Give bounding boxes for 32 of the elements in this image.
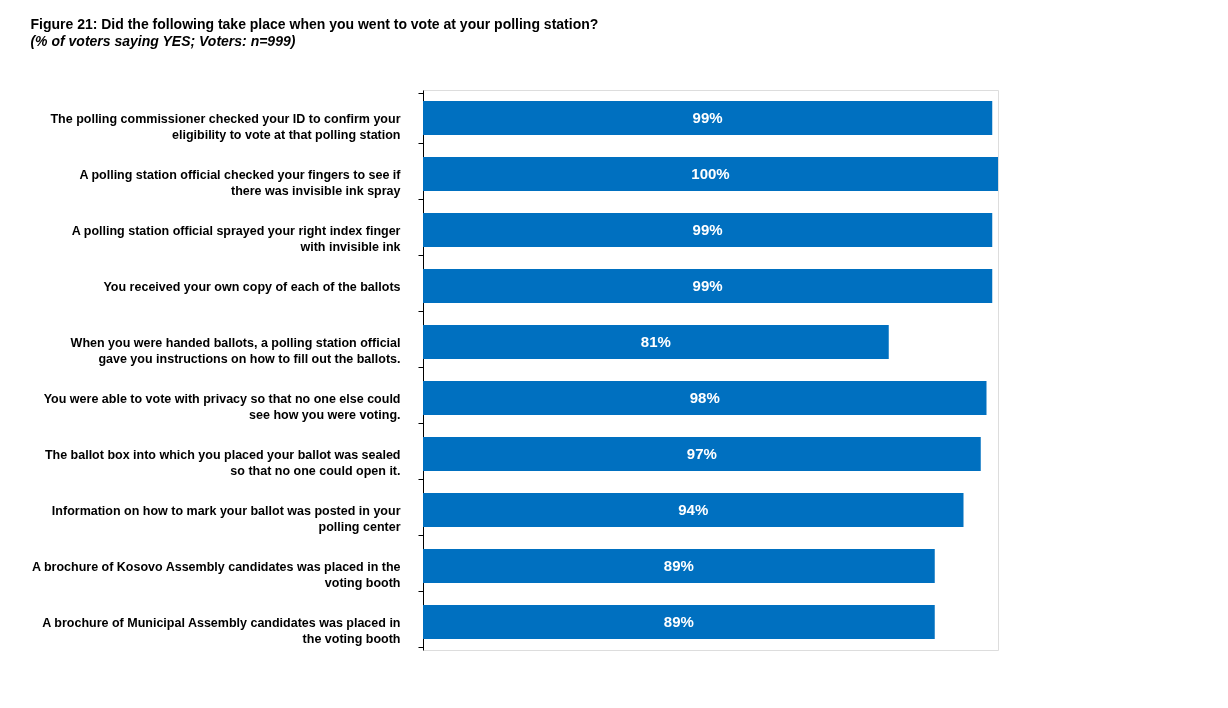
bar: [423, 325, 889, 359]
bar: [423, 213, 993, 247]
text: (% of voters saying YES; Voters: n=999): [30, 33, 296, 49]
y-tick-label: A polling station official checked your fingers to see if there was invisible ink spray: [79, 167, 402, 198]
data-label: 94%: [678, 501, 709, 518]
y-tick-label: Information on how to mark your ballot was posted in your polling center: [51, 503, 401, 534]
bar: [423, 157, 998, 191]
data-label: 98%: [689, 389, 720, 406]
chart-title: Figure 21: Did the following take place when you went to vote at your polling station?: [30, 16, 599, 32]
bar: [423, 605, 935, 639]
y-tick-label: You received your own copy of each of the ballots: [103, 279, 401, 294]
bar: [423, 381, 987, 415]
y-tick-label: You were able to vote with privacy so that no one else could see how you were voting.: [43, 391, 401, 422]
y-tick-label: The polling commissioner checked your ID to confirm your eligibility to vote at that polling station: [50, 111, 401, 142]
data-label: 97%: [686, 445, 717, 462]
y-tick-label: A brochure of Kosovo Assembly candidates was placed in the voting booth: [31, 559, 401, 590]
bar: [423, 269, 993, 303]
data-label: 81%: [640, 333, 671, 350]
y-tick-label: The ballot box into which you placed your ballot was sealed so that no one could open it.: [44, 447, 401, 478]
y-tick-label: A polling station official sprayed your right index finger with invisible ink: [71, 223, 401, 254]
y-tick-label: When you were handed ballots, a polling station official gave you instructions on how to fill out the ballots.: [70, 335, 401, 366]
bar: [423, 549, 935, 583]
data-label: 89%: [663, 557, 694, 574]
bar: [423, 437, 981, 471]
bar: [423, 101, 993, 135]
data-label: 99%: [692, 221, 723, 238]
bar: [423, 493, 964, 527]
y-tick-label: A brochure of Municipal Assembly candidates was placed in the voting booth: [42, 615, 401, 646]
data-label: 99%: [692, 277, 723, 294]
data-label: 89%: [663, 613, 694, 630]
data-label: 100%: [691, 165, 730, 182]
data-label: 99%: [692, 109, 723, 126]
